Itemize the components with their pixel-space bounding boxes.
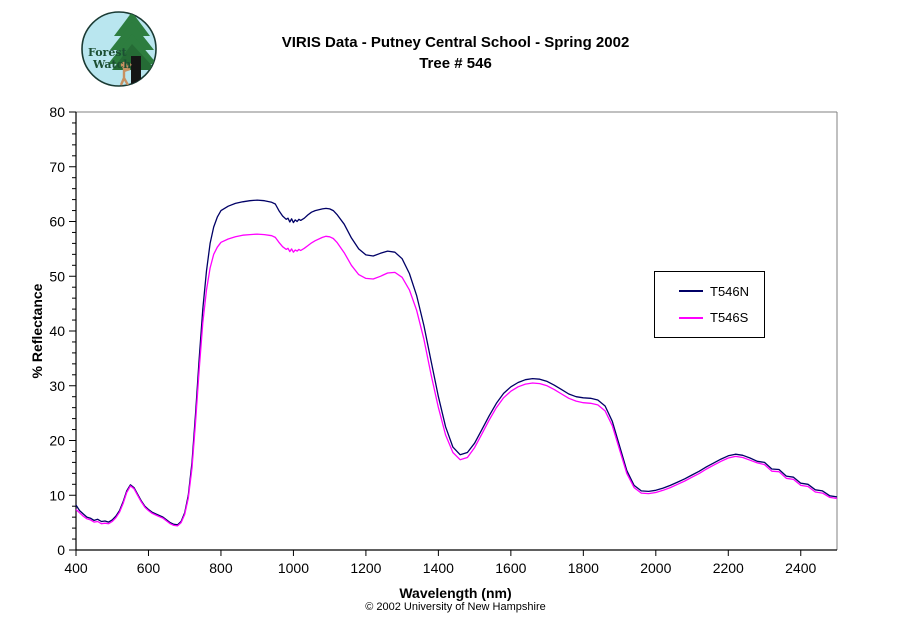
legend-item-t546n: T546N <box>655 284 764 299</box>
x-axis-title: Wavelength (nm) <box>399 585 512 601</box>
x-tick-label: 1200 <box>350 560 381 576</box>
legend-line-t546s <box>679 316 703 319</box>
x-tick-label: 1600 <box>495 560 526 576</box>
series-line-t546s <box>75 233 838 527</box>
legend-label-t546n: T546N <box>710 283 750 299</box>
x-tick-label: 2000 <box>640 560 671 576</box>
y-tick-label: 10 <box>49 487 65 503</box>
y-tick-label: 50 <box>49 268 65 284</box>
x-tick-label: 400 <box>64 560 88 576</box>
forest-watch-logo-graphic: Forest Watch <box>81 11 157 87</box>
y-tick-label: 60 <box>49 214 65 230</box>
x-tick-label: 1800 <box>568 560 599 576</box>
y-tick-label: 0 <box>57 542 65 558</box>
x-tick-label: 2400 <box>785 560 816 576</box>
x-tick-label: 1000 <box>278 560 309 576</box>
x-tick-label: 1400 <box>423 560 454 576</box>
forest-watch-logo: Forest Watch <box>80 10 158 88</box>
tree-trunk-icon <box>131 56 141 84</box>
legend-line-t546n <box>679 290 703 293</box>
y-tick-label: 70 <box>49 159 65 175</box>
y-tick-label: 40 <box>49 323 65 339</box>
legend-label-t546s: T546S <box>710 310 749 326</box>
chart-title-line1: VIRIS Data - Putney Central School - Spr… <box>281 34 630 51</box>
logo-text-line2: Watch <box>92 58 131 71</box>
x-tick-label: 2200 <box>713 560 744 576</box>
series-line-t546n <box>75 199 838 526</box>
tree-hugger-person-icon <box>119 61 132 86</box>
legend-box: T546N T546S <box>654 271 765 338</box>
chart-title-line2: Tree # 546 <box>419 55 492 72</box>
logo-text-line1: Forest <box>88 46 128 59</box>
chart-title: VIRIS Data - Putney Central School - Spr… <box>0 32 911 74</box>
copyright-text: © 2002 University of New Hampshire <box>365 601 546 613</box>
tree-illustration <box>108 12 156 86</box>
y-axis-title: % Reflectance <box>29 283 45 379</box>
legend-item-t546s: T546S <box>655 310 764 325</box>
x-tick-label: 600 <box>137 560 161 576</box>
y-tick-label: 80 <box>49 104 65 120</box>
y-tick-label: 20 <box>49 433 65 449</box>
y-tick-label: 30 <box>49 378 65 394</box>
x-tick-label: 800 <box>209 560 233 576</box>
